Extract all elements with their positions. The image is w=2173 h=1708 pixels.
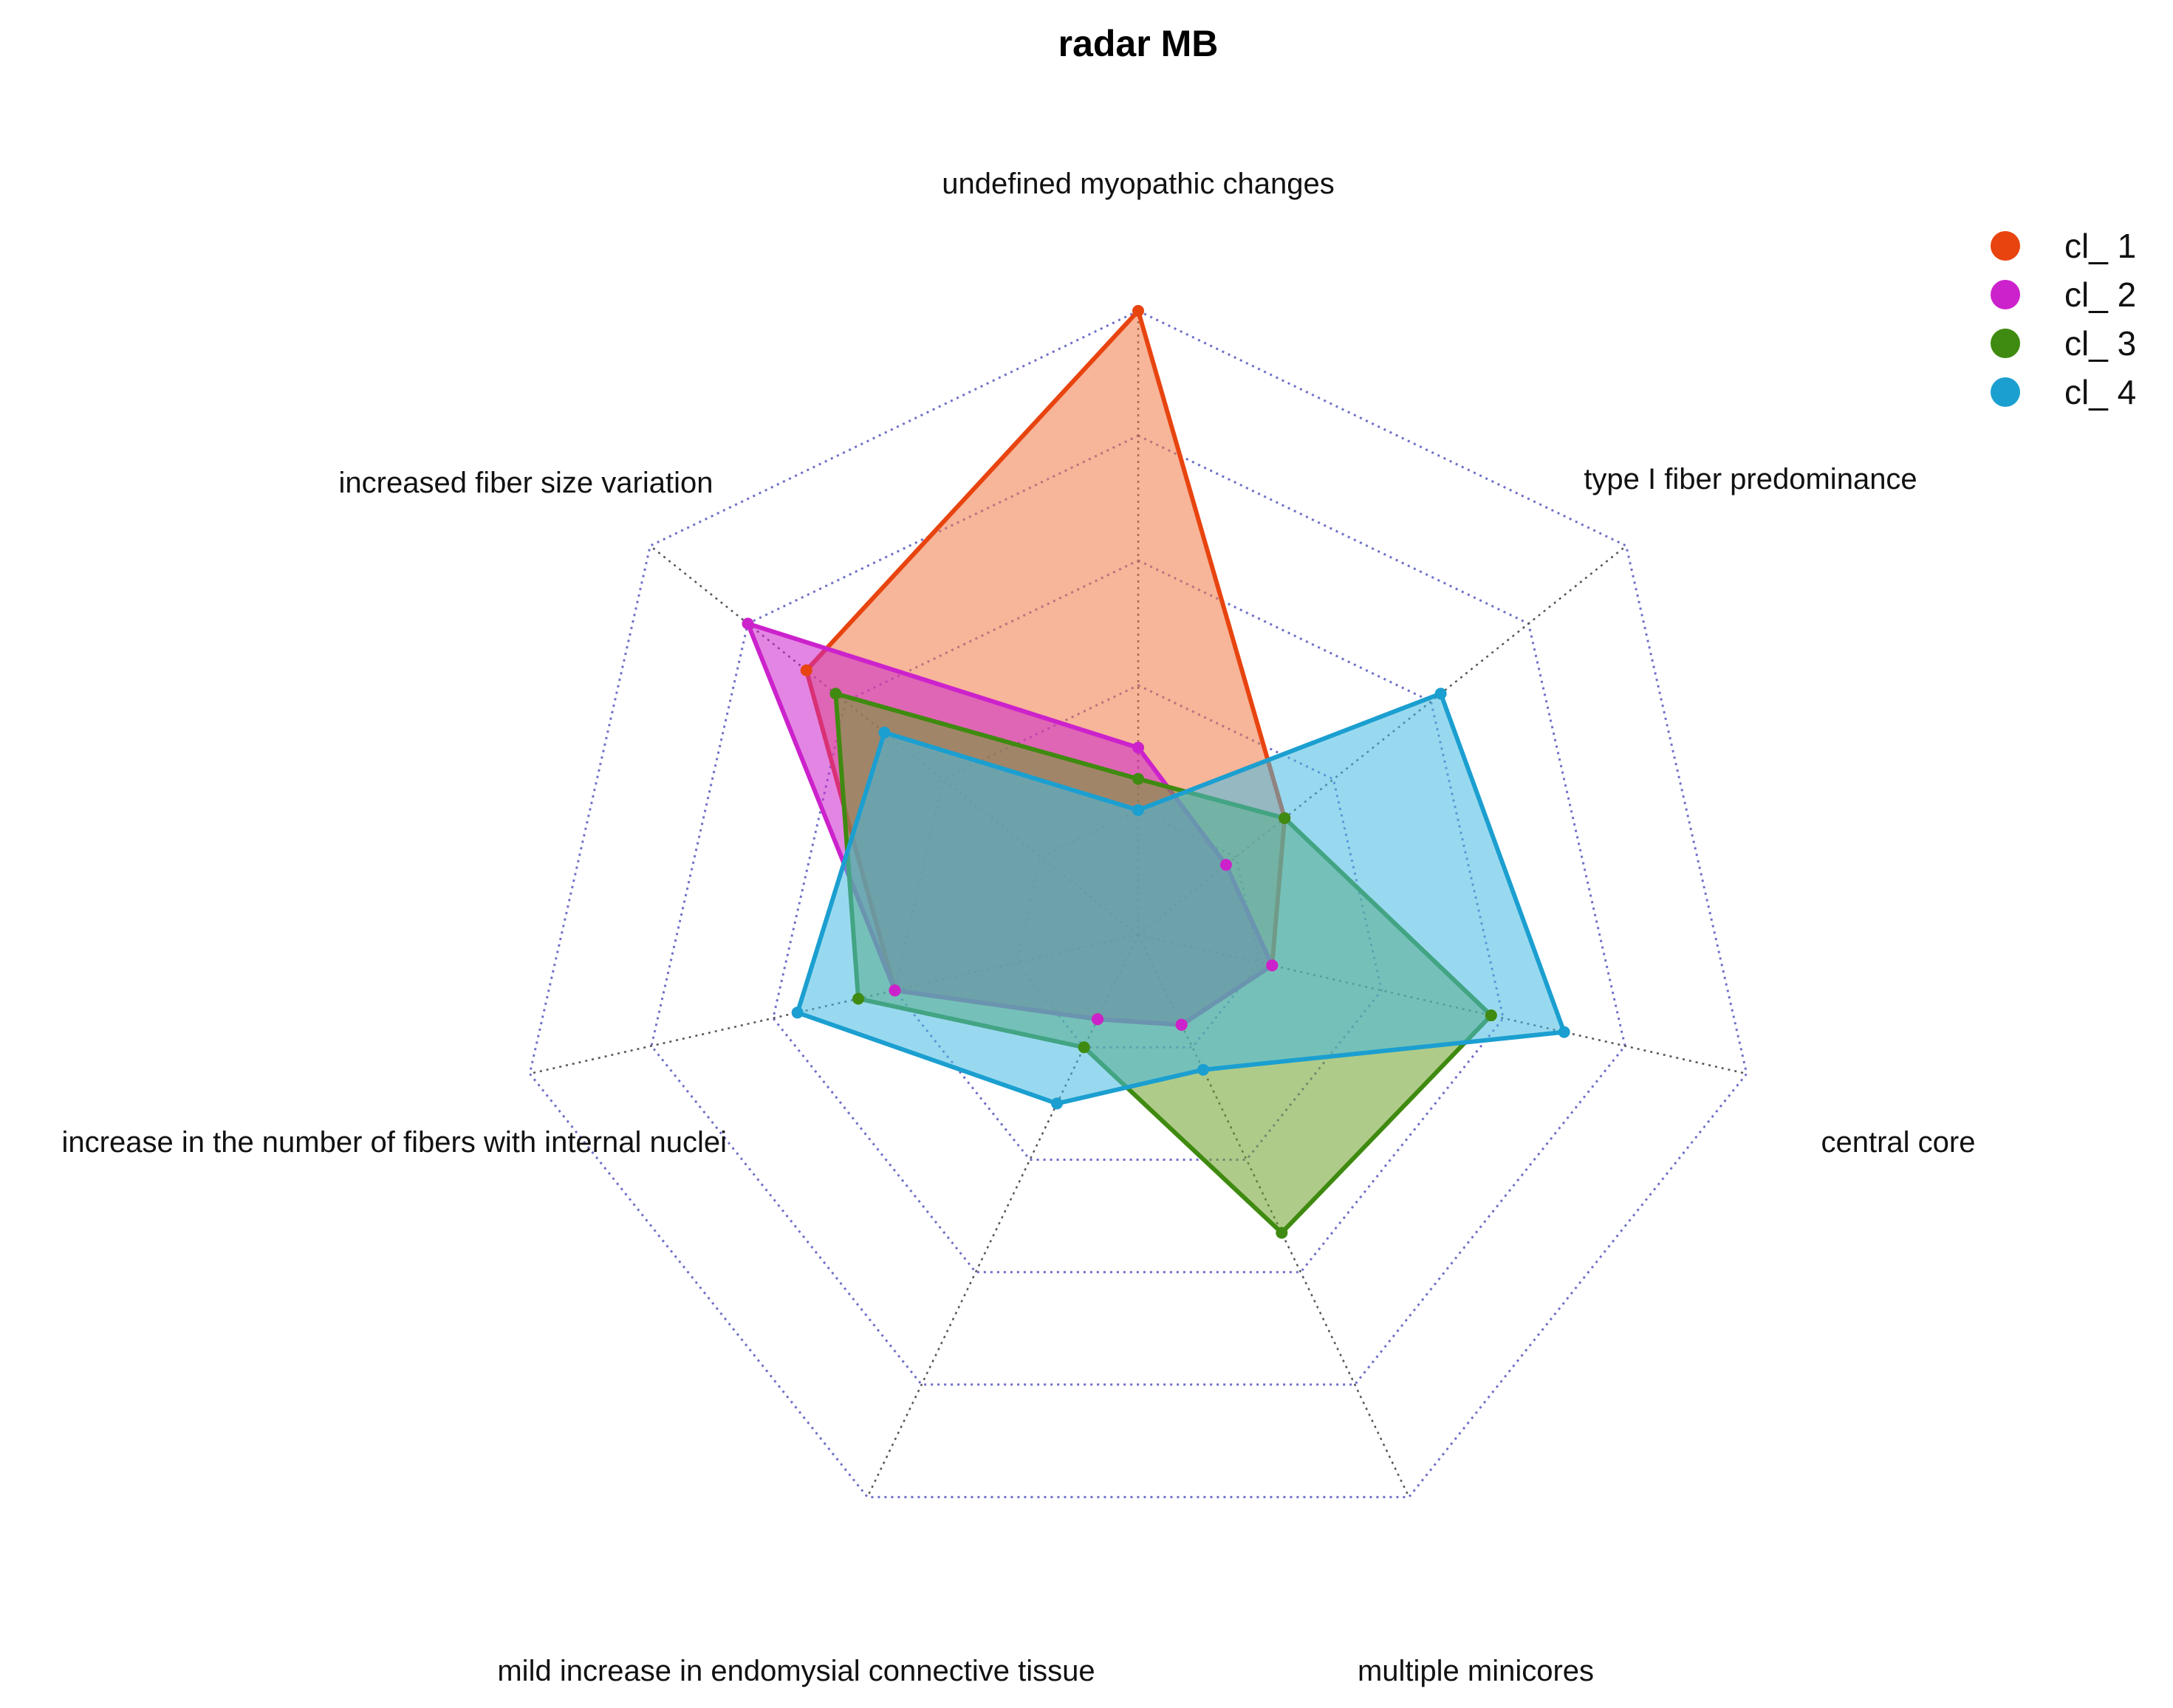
series-2-point-4 [1092,1013,1104,1026]
series-4-point-2 [1558,1026,1570,1038]
grid-ring-4 [650,434,1626,1386]
series-3-point-4 [1078,1041,1090,1054]
axis-label-5: increase in the number of fibers with in… [62,1126,727,1159]
series-4-point-0 [1132,804,1144,816]
legend-label-4: cl_ 4 [2064,373,2136,411]
series-2-point-3 [1175,1018,1188,1031]
series-points [742,305,1570,1239]
series-2-point-1 [1219,859,1232,871]
series-4-point-4 [1051,1097,1064,1110]
legend-marker-4 [1991,377,2020,407]
legend-label-2: cl_ 2 [2064,275,2136,314]
series-4-point-3 [1197,1063,1209,1076]
series-2-point-5 [889,984,901,997]
chart-title: radar MB [1058,23,1219,64]
series-2-point-6 [742,617,754,630]
series-3-point-2 [1485,1009,1497,1022]
series-4-point-5 [791,1006,804,1019]
legend-marker-3 [1991,329,2020,358]
series-2-point-2 [1266,959,1279,972]
series-area-4 [795,691,1567,1106]
axis-labels: undefined myopathic changes type I fiber … [62,168,1976,1687]
grid-spoke-2 [1137,933,1748,1075]
series-3-point-3 [1276,1227,1288,1239]
axis-label-3: multiple minicores [1358,1655,1594,1687]
grid-spoke-4 [866,934,1140,1498]
series-areas [745,309,1567,1235]
series-4-point-6 [878,727,891,739]
legend-marker-2 [1991,280,2020,309]
axis-label-6: increased fiber size variation [339,467,714,499]
series-3-point-6 [829,687,842,700]
series-3-point-5 [852,992,865,1005]
legend: cl_ 1 cl_ 2 cl_ 3 cl_ 4 [1991,227,2136,411]
grid-spoke-6 [649,545,1139,936]
grid-spoke-5 [529,933,1139,1075]
legend-label-1: cl_ 1 [2064,227,2136,265]
axis-label-2: central core [1821,1126,1976,1159]
series-3-point-1 [1279,812,1291,824]
series-2-point-0 [1132,741,1144,754]
grid-spoke-3 [1137,934,1410,1498]
grid-spoke-1 [1137,545,1627,936]
legend-marker-1 [1991,231,2020,261]
axis-label-1: type I fiber predominance [1584,463,1917,495]
legend-label-3: cl_ 3 [2064,324,2136,363]
series-1-point-6 [800,664,812,676]
series-1-point-0 [1132,305,1144,317]
grid-ring-5 [528,309,1748,1498]
series-4-point-1 [1434,687,1447,700]
series-3-point-0 [1132,772,1144,785]
axis-label-0: undefined myopathic changes [942,168,1334,200]
axis-label-4: mild increase in endomysial connective t… [497,1655,1095,1687]
